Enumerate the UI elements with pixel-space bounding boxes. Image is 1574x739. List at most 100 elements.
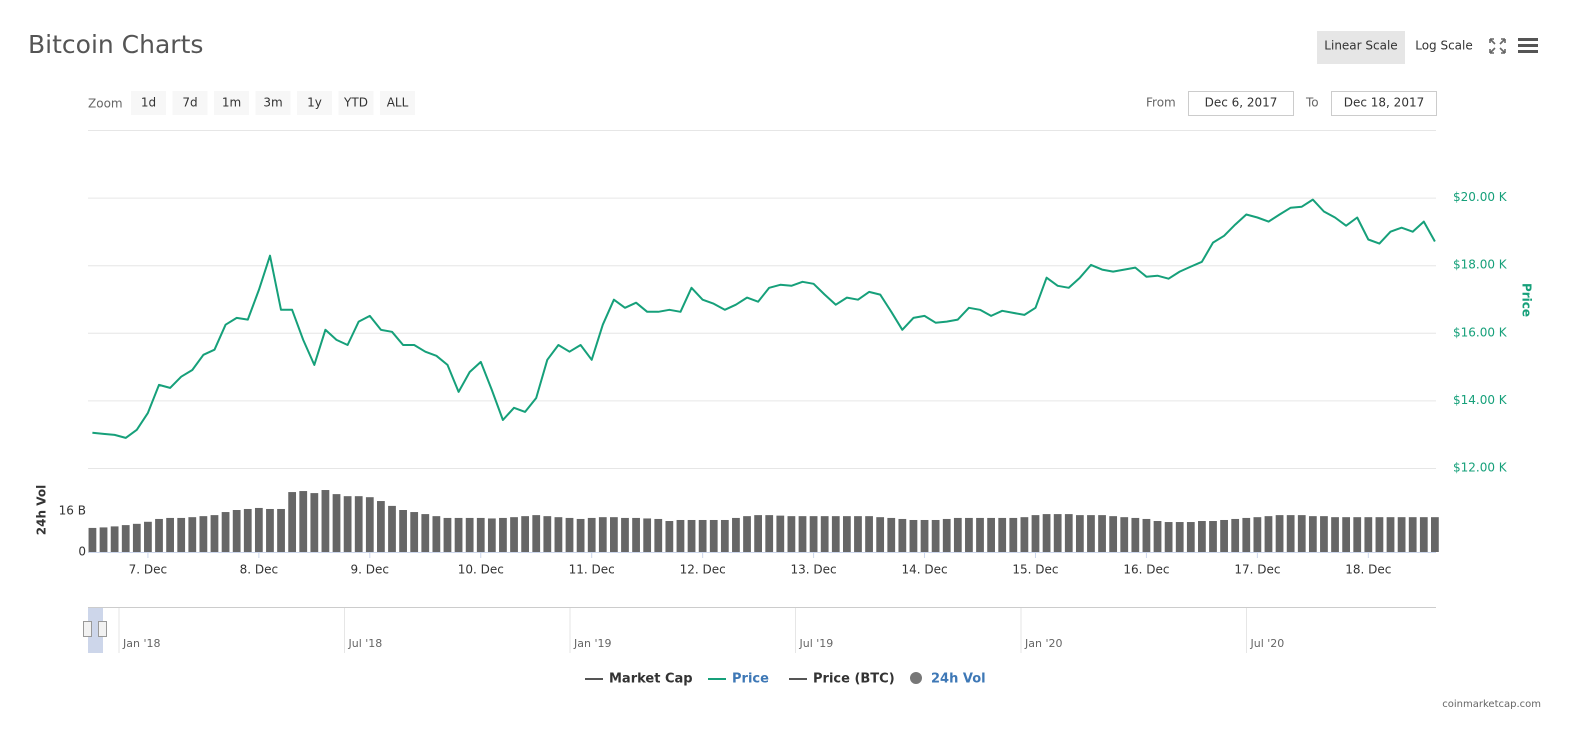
volume-bar	[1142, 518, 1151, 552]
volume-bar	[476, 517, 485, 552]
to-input[interactable]	[1331, 91, 1437, 116]
volume-bar	[1020, 517, 1029, 552]
volume-bar	[421, 514, 430, 552]
zoom-button-label[interactable]: 7d	[182, 96, 197, 110]
volume-bar	[887, 517, 896, 552]
zoom-button[interactable]	[380, 91, 415, 115]
volume-bar	[1397, 517, 1406, 552]
navigator-selection[interactable]	[88, 608, 103, 653]
legend-label[interactable]: Price (BTC)	[813, 672, 895, 687]
volume-bar	[765, 515, 774, 552]
volume-bar	[499, 517, 507, 552]
credit[interactable]: coinmarketcap.com	[1442, 699, 1541, 710]
volume-bar	[332, 494, 341, 552]
volume-bar	[831, 516, 840, 552]
volume-bar	[188, 517, 197, 552]
log-scale-label[interactable]: Log Scale	[1415, 39, 1473, 53]
x-tick-label: 18. Dec	[1345, 563, 1391, 577]
volume-bar	[754, 515, 762, 552]
zoom-label: Zoom	[88, 97, 123, 111]
legend: Market Cap Price Price (BTC) 24h Vol	[585, 672, 986, 687]
volume-bar	[277, 508, 285, 552]
volume-bar	[1431, 517, 1439, 552]
volume-bar	[454, 517, 463, 552]
volume-bar	[354, 496, 363, 552]
volume-bar	[1242, 517, 1251, 552]
volume-bar	[254, 507, 263, 552]
volume-bar	[110, 526, 119, 552]
volume-bar	[1064, 514, 1073, 552]
volume-bar	[243, 508, 252, 552]
volume-bar	[787, 516, 796, 552]
volume-bar	[898, 518, 907, 552]
zoom-button-label[interactable]: ALL	[387, 96, 409, 110]
linear-scale-label[interactable]: Linear Scale	[1324, 39, 1397, 53]
volume-bar	[1220, 519, 1228, 552]
volume-bar	[1386, 517, 1395, 552]
plot-area: $12.00 K $14.00 K $16.00 K $18.00 K $20.00 K…	[59, 190, 1508, 576]
linear-scale-button[interactable]	[1317, 31, 1405, 64]
volume-bar	[232, 510, 241, 552]
x-tick-label: 12. Dec	[680, 563, 726, 577]
from-date[interactable]: Dec 6, 2017	[1205, 96, 1278, 110]
y-tick-label: 0	[78, 545, 86, 559]
volume-bar	[144, 521, 152, 552]
zoom-button-label[interactable]: 1m	[222, 96, 241, 110]
volume-bar	[809, 516, 818, 552]
zoom-button[interactable]	[172, 91, 208, 115]
x-tick-label: 13. Dec	[791, 563, 837, 577]
volume-bar	[1320, 516, 1328, 552]
zoom-button-label[interactable]: 1y	[307, 96, 322, 110]
y-tick-label: $12.00 K	[1453, 461, 1508, 475]
volume-bar	[1286, 515, 1295, 552]
volume-bar	[1053, 514, 1062, 552]
volume-bar	[88, 527, 97, 552]
x-tick-label: 14. Dec	[901, 563, 947, 577]
volume-bar	[199, 516, 208, 552]
legend-label[interactable]: 24h Vol	[931, 672, 986, 687]
zoom-button[interactable]	[255, 91, 291, 115]
navigator-handle[interactable]	[98, 621, 107, 637]
legend-label[interactable]: Market Cap	[609, 672, 693, 687]
volume-bar	[709, 519, 718, 552]
volume-bar	[865, 516, 873, 552]
volume-bar	[554, 517, 563, 552]
from-label: From	[1146, 96, 1176, 110]
volume-axis-title: 24h Vol	[35, 485, 49, 535]
from-input[interactable]	[1188, 91, 1294, 116]
volume-bar	[976, 517, 984, 552]
to-date[interactable]: Dec 18, 2017	[1344, 96, 1424, 110]
volume-bar	[1375, 517, 1384, 552]
zoom-button[interactable]	[338, 91, 374, 115]
fullscreen-icon[interactable]	[1489, 38, 1506, 54]
zoom-button[interactable]	[214, 91, 249, 115]
legend-symbol[interactable]	[910, 672, 922, 684]
volume-bar	[1297, 515, 1306, 552]
volume-bar	[632, 517, 640, 552]
volume-bar	[732, 517, 740, 552]
volume-bar	[377, 501, 385, 552]
navigator-handle[interactable]	[83, 621, 92, 637]
volume-bar	[1042, 514, 1051, 552]
legend-label[interactable]: Price	[732, 672, 769, 687]
volume-bar	[1131, 517, 1140, 552]
volume-bar	[687, 519, 696, 552]
volume-bar	[909, 519, 918, 552]
volume-bar	[210, 515, 219, 552]
zoom-button-label[interactable]: YTD	[343, 96, 368, 110]
volume-bar	[1109, 516, 1118, 552]
volume-bar	[166, 517, 174, 552]
volume-bar	[532, 515, 541, 552]
volume-bar	[1164, 522, 1173, 552]
volume-bar	[99, 527, 108, 552]
volume-bar	[1009, 517, 1018, 552]
y-tick-label: $20.00 K	[1453, 190, 1508, 204]
zoom-button-label[interactable]: 3m	[263, 96, 282, 110]
volume-bar	[177, 517, 186, 552]
volume-bar	[1253, 517, 1262, 552]
volume-bar	[299, 491, 308, 552]
zoom-button[interactable]	[297, 91, 332, 115]
zoom-button-label[interactable]: 1d	[141, 96, 156, 110]
zoom-button[interactable]	[131, 91, 166, 115]
menu-icon[interactable]	[1518, 38, 1538, 53]
